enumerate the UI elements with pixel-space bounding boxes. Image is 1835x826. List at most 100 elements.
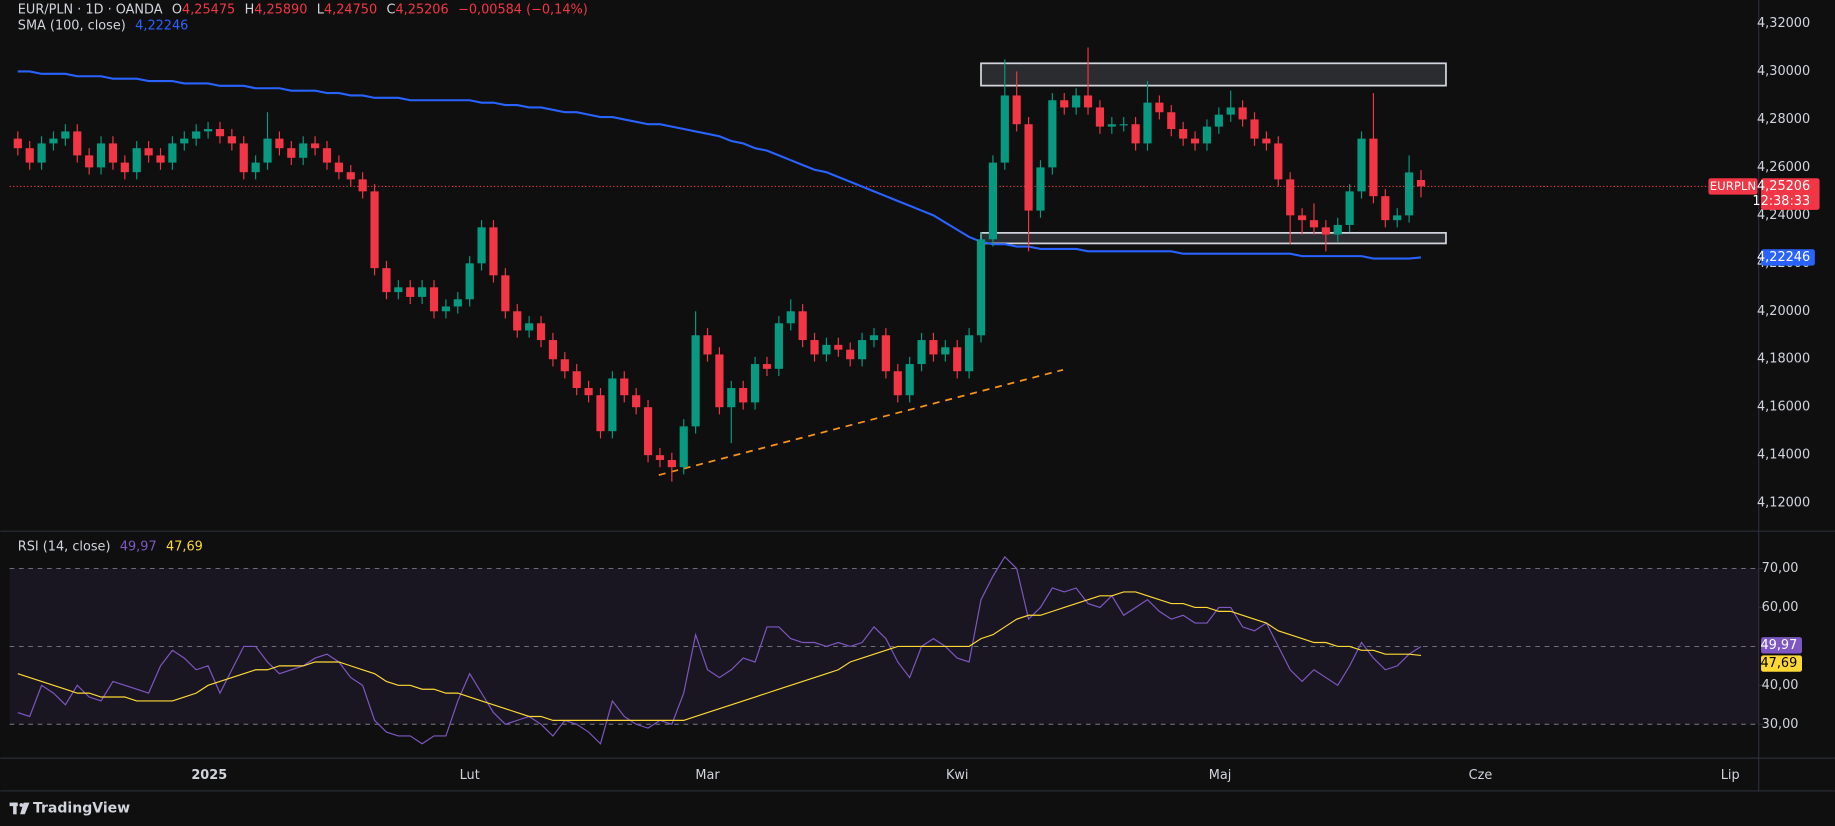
sma-name: SMA (100, close) <box>18 18 126 33</box>
candle-body <box>394 287 403 293</box>
candle-body <box>1405 172 1414 216</box>
candle-body <box>73 131 82 156</box>
candle-body <box>1238 107 1247 120</box>
candle-body <box>1131 124 1140 144</box>
candle-body <box>1286 179 1295 216</box>
candle-body <box>453 299 462 307</box>
rsi-legend: RSI (14, close) 49,97 47,69 <box>18 539 203 554</box>
candle-body <box>418 287 427 297</box>
candle-body <box>560 359 569 372</box>
candle-body <box>322 148 332 163</box>
ohlc-value: 4,25475 <box>182 2 235 17</box>
countdown: 12:38:33 <box>1752 194 1810 209</box>
candle-body <box>1309 220 1319 228</box>
candle-body <box>1012 95 1021 125</box>
ohlc-value: 4,24750 <box>324 2 377 17</box>
header-legend: EUR/PLN · 1D · OANDA O4,25475 H4,25890 L4,2… <box>18 2 588 17</box>
candle-body <box>501 275 510 312</box>
candle-body <box>679 426 688 468</box>
candle-body <box>120 162 129 173</box>
candle-body <box>1297 215 1307 221</box>
x-tick-label: Cze <box>1469 768 1493 783</box>
ohlc-key: L <box>317 2 325 17</box>
candle-body <box>941 347 950 355</box>
candle-body <box>263 138 272 163</box>
candle-body <box>227 136 236 144</box>
candle-body <box>1143 102 1152 144</box>
candle-body <box>1381 196 1390 221</box>
candle-body <box>49 138 58 144</box>
candle-body <box>834 344 843 350</box>
candle-body <box>239 143 248 173</box>
y-tick-label: 4,28000 <box>1757 112 1810 127</box>
candle-body <box>358 179 367 192</box>
candle-body <box>893 371 902 396</box>
y-tick-label: 4,14000 <box>1757 448 1810 463</box>
candle-body <box>346 172 355 180</box>
candle-body <box>1072 95 1081 108</box>
candle-body <box>1274 143 1283 180</box>
change: −0,00584 (−0,14%) <box>458 2 588 17</box>
candle-body <box>215 129 225 137</box>
candle-body <box>203 129 213 132</box>
y-tick-label: 4,18000 <box>1757 352 1810 367</box>
rsi-tick-label: 70,00 <box>1762 561 1799 576</box>
candle-body <box>1107 124 1116 127</box>
y-tick-label: 4,12000 <box>1757 496 1810 511</box>
y-tick-label: 4,32000 <box>1757 16 1810 31</box>
rsi-badge-label: 49,97 <box>1760 638 1797 653</box>
candle-body <box>299 143 308 158</box>
trendline <box>658 368 1064 476</box>
rsi-line <box>17 555 1422 745</box>
candle-body <box>85 155 94 168</box>
candle-body <box>132 148 141 173</box>
candle-body <box>1190 138 1200 144</box>
candle-body <box>287 148 296 158</box>
ohlc-value: 4,25206 <box>395 2 448 17</box>
candle-body <box>536 323 546 341</box>
brand-logo <box>9 802 30 815</box>
candle-body <box>1333 224 1342 235</box>
candle-body <box>1048 100 1057 168</box>
candle-body <box>739 388 748 403</box>
sma-line <box>17 70 1422 260</box>
symbol-badge-label: EURPLN <box>1710 179 1756 193</box>
candle-body <box>1202 126 1212 144</box>
y-tick-label: 4,24000 <box>1757 208 1810 223</box>
brand: TradingView <box>33 800 130 816</box>
candle-body <box>846 349 855 360</box>
candle-body <box>1345 191 1354 225</box>
candle-body <box>869 335 879 341</box>
candle-body <box>1024 124 1033 211</box>
candle-body <box>584 388 593 396</box>
y-tick-label: 4,16000 <box>1757 400 1810 415</box>
rsi-value: 49,97 <box>120 539 157 554</box>
ohlc-key: C <box>387 2 396 17</box>
sma-badge <box>1761 249 1815 266</box>
rsi-badge <box>1761 637 1802 654</box>
candle-body <box>786 311 795 324</box>
y-tick-label: 4,26000 <box>1757 160 1810 175</box>
x-tick-label: Maj <box>1209 768 1232 783</box>
candle-body <box>643 407 653 456</box>
candle-body <box>61 131 70 139</box>
rsi-line <box>17 591 1422 721</box>
rsi-tick-label: 40,00 <box>1762 678 1799 693</box>
candle-body <box>1321 227 1330 235</box>
candle-body <box>1095 107 1105 127</box>
x-tick-label: Lut <box>460 768 480 783</box>
candle-body <box>1357 138 1366 192</box>
candle-body <box>988 162 997 240</box>
x-tick-label: Kwi <box>946 768 969 783</box>
candle-body <box>608 378 617 432</box>
candle-body <box>715 354 724 408</box>
candle-body <box>1262 138 1271 144</box>
candle-body <box>1226 107 1235 115</box>
candle-body <box>703 335 712 355</box>
rsi-value: 47,69 <box>166 539 203 554</box>
candle-body <box>108 143 118 163</box>
candle-body <box>156 155 165 163</box>
candle-body <box>1369 138 1378 197</box>
x-tick-label: Lip <box>1721 768 1740 783</box>
